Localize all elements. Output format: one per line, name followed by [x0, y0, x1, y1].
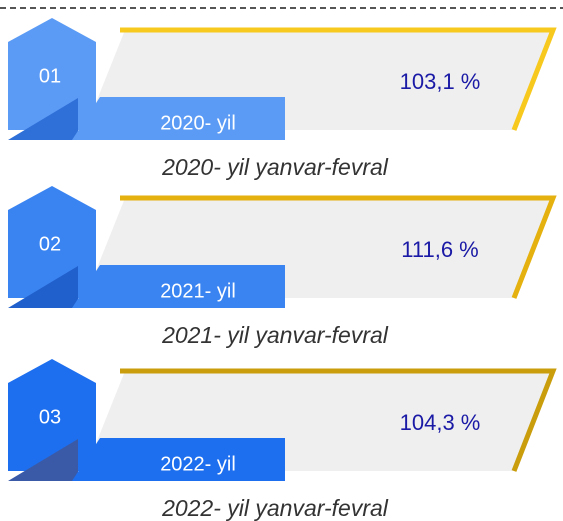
item-number: 03	[39, 406, 61, 428]
panel-border	[120, 195, 557, 299]
year-label-bg	[72, 265, 285, 308]
year-label-bg	[72, 438, 285, 481]
caption: 2021- yil yanvar-fevral	[161, 322, 389, 348]
value-text: 103,1 %	[400, 69, 481, 94]
caption: 2020- yil yanvar-fevral	[161, 154, 389, 180]
year-label: 2020- yil	[160, 112, 236, 134]
year-label: 2022- yil	[160, 453, 236, 475]
year-label-bg	[72, 97, 285, 140]
item-number: 01	[39, 65, 61, 87]
panel-border	[120, 27, 557, 131]
value-text: 111,6 %	[401, 237, 478, 262]
badge-shadow	[8, 439, 78, 481]
badge-shadow	[8, 266, 78, 308]
badge-shadow	[8, 98, 78, 140]
panel-border	[120, 368, 557, 472]
caption: 2022- yil yanvar-fevral	[161, 495, 389, 521]
item-number: 02	[39, 233, 61, 255]
value-text: 104,3 %	[400, 410, 481, 435]
year-label: 2021- yil	[160, 280, 236, 302]
